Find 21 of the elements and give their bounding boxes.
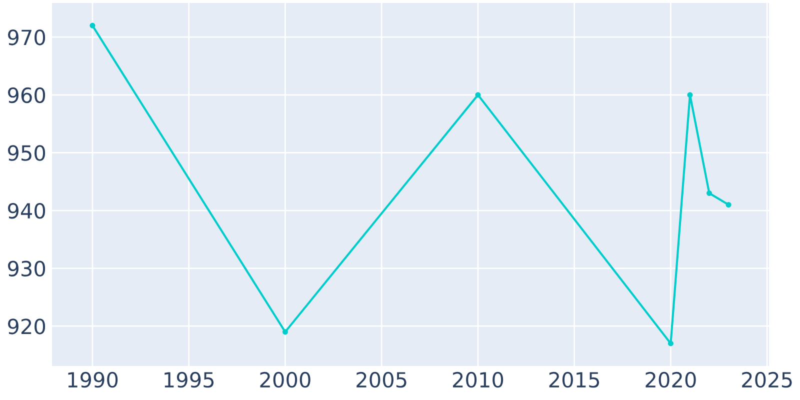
point — [90, 22, 96, 28]
x-tick-label: 2005 — [356, 372, 406, 388]
y-tick-label: 930 — [8, 260, 46, 277]
point — [726, 202, 732, 208]
x-tick-label: 2015 — [549, 372, 600, 388]
y-tick-label: 940 — [8, 202, 46, 219]
x-tick-label: 1990 — [68, 372, 118, 388]
x-tick-label: 2000 — [260, 372, 310, 388]
point — [668, 340, 674, 346]
point — [475, 92, 481, 98]
y-tick-label: 920 — [8, 318, 46, 334]
y-tick-label: 960 — [8, 87, 46, 104]
y-tick-label: 970 — [8, 30, 46, 46]
x-tick-label: 2020 — [646, 372, 696, 388]
point — [706, 190, 712, 196]
x-tick-label: 2010 — [452, 372, 504, 388]
point — [282, 329, 288, 335]
x-tick-label: 2025 — [742, 372, 792, 388]
point — [687, 92, 693, 98]
y-tick-label: 950 — [8, 145, 46, 161]
x-tick-label: 1995 — [164, 372, 214, 388]
